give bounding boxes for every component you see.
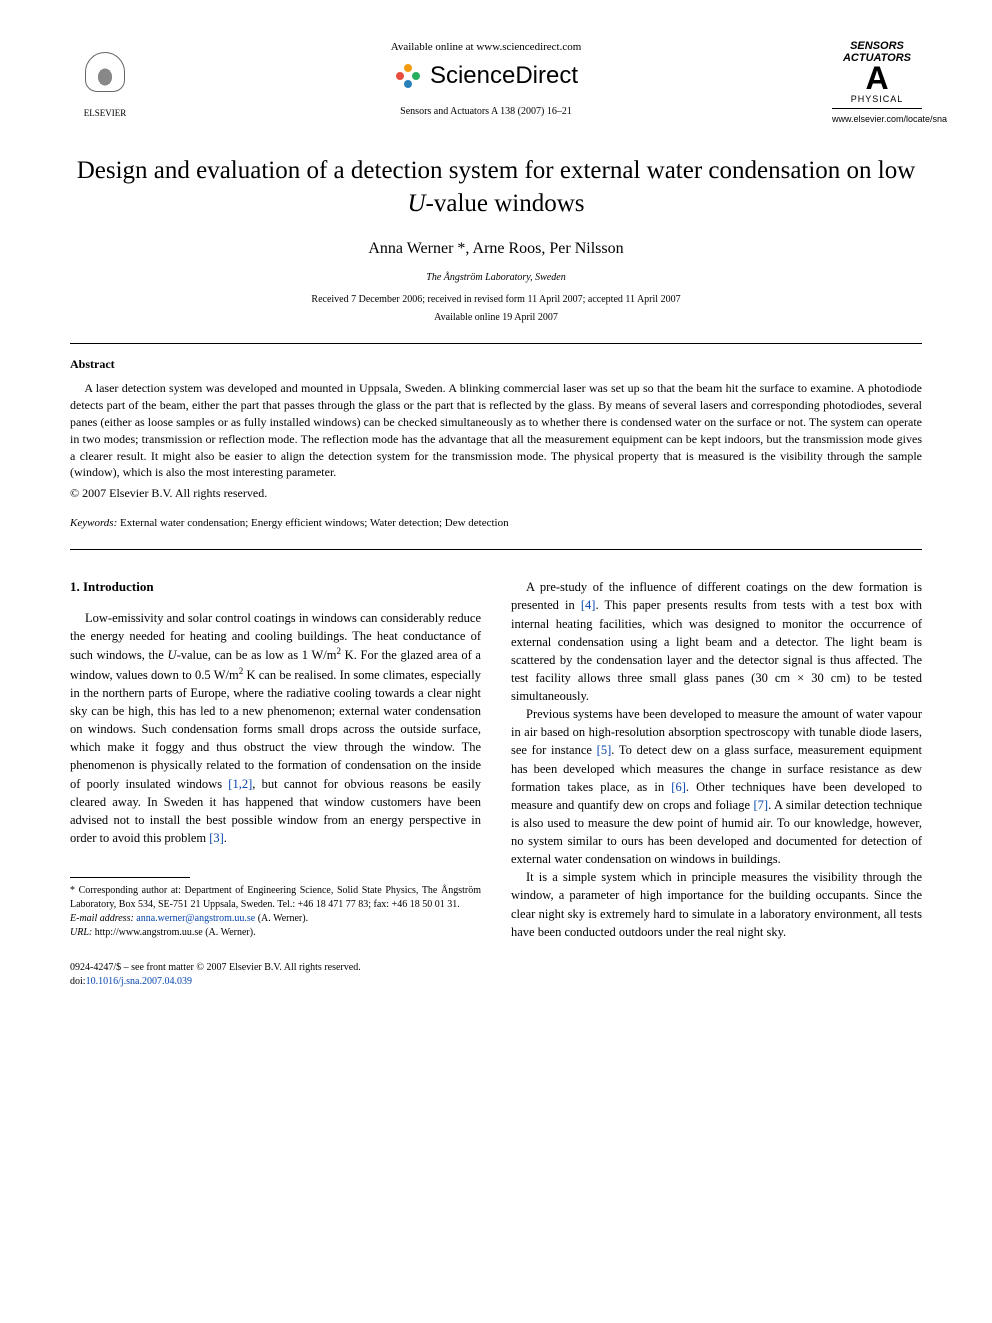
corresponding-author: * Corresponding author at: Department of… [70,884,481,912]
email-link[interactable]: anna.werner@angstrom.uu.se [136,913,255,924]
page-footer: 0924-4247/$ – see front matter © 2007 El… [70,961,922,989]
rule-below-keywords [70,549,922,550]
abstract-copyright: © 2007 Elsevier B.V. All rights reserved… [70,485,922,502]
footnotes: * Corresponding author at: Department of… [70,884,481,940]
journal-logo: SENSORS ACTUATORS A PHYSICAL www.elsevie… [832,40,922,125]
journal-logo-letter: A [832,64,922,93]
footer-copyright: 0924-4247/$ – see front matter © 2007 El… [70,961,922,975]
footnote-rule [70,877,190,878]
ref-link-1-2[interactable]: [1,2] [228,777,252,791]
abstract-body: A laser detection system was developed a… [70,381,922,479]
intro-p3: Previous systems have been developed to … [511,705,922,868]
paper-title: Design and evaluation of a detection sys… [70,155,922,220]
intro-p4: It is a simple system which in principle… [511,868,922,941]
dates-available: Available online 19 April 2007 [70,311,922,325]
available-online-text: Available online at www.sciencedirect.co… [160,40,812,55]
elsevier-logo: ELSEVIER [70,40,140,120]
intro-heading: 1. Introduction [70,578,481,597]
intro-p2: A pre-study of the influence of differen… [511,578,922,705]
footer-doi: doi:10.1016/j.sna.2007.04.039 [70,975,922,989]
ref-link-7[interactable]: [7] [754,798,769,812]
footnote-url: URL: http://www.angstrom.uu.se (A. Werne… [70,926,481,940]
abstract-heading: Abstract [70,356,922,373]
journal-reference: Sensors and Actuators A 138 (2007) 16–21 [160,105,812,119]
footnote-email: E-mail address: anna.werner@angstrom.uu.… [70,912,481,926]
rule-above-abstract [70,343,922,344]
ref-link-4[interactable]: [4] [581,598,596,612]
journal-logo-subtitle: PHYSICAL [832,93,922,106]
abstract-text: A laser detection system was developed a… [70,380,922,481]
title-text-b: -value windows [426,190,585,217]
doi-link[interactable]: 10.1016/j.sna.2007.04.039 [86,976,192,987]
intro-p1: Low-emissivity and solar control coating… [70,609,481,847]
author-url: http://www.angstrom.uu.se [95,927,203,938]
keywords-text: External water condensation; Energy effi… [120,517,509,529]
affiliation: The Ångström Laboratory, Sweden [70,271,922,285]
journal-logo-line1: SENSORS [832,40,922,52]
title-uvalue: U [407,190,425,217]
right-column: A pre-study of the influence of differen… [511,578,922,941]
title-text-a: Design and evaluation of a detection sys… [77,157,916,184]
keywords-row: Keywords: External water condensation; E… [70,516,922,531]
dates-received: Received 7 December 2006; received in re… [70,293,922,307]
sciencedirect-text: ScienceDirect [430,59,578,93]
center-header: Available online at www.sciencedirect.co… [140,40,832,119]
ref-link-6[interactable]: [6] [671,780,686,794]
keywords-label: Keywords: [70,517,117,529]
elsevier-label: ELSEVIER [84,107,127,120]
header-row: ELSEVIER Available online at www.science… [70,40,922,125]
authors: Anna Werner *, Arne Roos, Per Nilsson [70,238,922,260]
body-columns: 1. Introduction Low-emissivity and solar… [70,578,922,941]
sciencedirect-row: ScienceDirect [160,59,812,93]
ref-link-3[interactable]: [3] [209,831,224,845]
sciencedirect-swirl-icon [394,62,422,90]
journal-url: www.elsevier.com/locate/sna [832,113,922,126]
ref-link-5[interactable]: [5] [597,743,612,757]
left-column: 1. Introduction Low-emissivity and solar… [70,578,481,941]
elsevier-tree-icon [80,47,130,107]
